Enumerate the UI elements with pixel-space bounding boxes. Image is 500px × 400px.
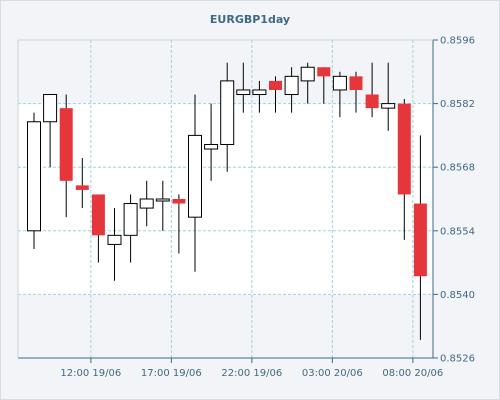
candle [123,194,138,263]
candle-body-up [220,80,235,145]
axes: 0.8596 0.8582 0.8568 0.8554 0.8540 0.8526 12:0… [17,36,475,379]
candle [188,94,202,272]
candles [27,62,427,340]
chart-title: EURGBP1day [210,13,290,26]
candle-body-down [317,67,331,77]
candle-body-up [123,203,138,236]
candle-body-up [188,134,202,218]
x-tick-label: 03:00 20/06 [302,368,363,379]
candle-body-down [413,203,427,277]
candle [236,62,251,113]
candle-body-down [349,76,363,90]
candle [172,194,186,254]
candle [349,71,363,113]
y-tick-label: 0.8554 [440,226,475,237]
candle [300,62,315,104]
x-tick-label: 12:00 19/06 [60,368,121,379]
candle [75,158,89,209]
candle-body-up [236,89,251,96]
candle [252,80,267,113]
candle-body-down [59,108,73,181]
candle [332,71,347,118]
candle [365,62,379,118]
candle-body-up [155,198,170,202]
candle-body-up [107,234,122,245]
y-tick-label: 0.8540 [440,290,475,301]
x-tick-label: 22:00 19/06 [221,368,282,379]
y-tick-label: 0.8582 [440,99,475,110]
candle-body-up [381,103,396,109]
candle-body-down [365,94,379,109]
candle [204,103,219,181]
candle [269,76,282,113]
candle [381,62,396,131]
candle [155,180,170,231]
candle-body-up [252,89,267,96]
candle [107,208,122,281]
x-tick-label: 17:00 19/06 [141,368,202,379]
candle-body-down [269,80,282,90]
candle-body-up [284,75,299,96]
candle [317,67,331,104]
candle-body-down [397,103,411,195]
candle [220,62,235,172]
candle [43,94,58,168]
candle [397,99,411,240]
candle [27,112,41,249]
candle-body-down [91,194,105,236]
candle-body-up [332,75,347,91]
candle-body-up [43,94,58,123]
candle-body-down [75,185,89,190]
candle-body-up [27,121,41,232]
candle [284,67,299,113]
candle-body-down [172,199,186,204]
y-tick-label: 0.8568 [440,163,475,174]
candle-body-up [204,143,219,150]
y-tick-label: 0.8526 [440,354,475,365]
candle [59,94,73,218]
candle [139,180,154,227]
x-tick-label: 08:00 20/06 [382,368,443,379]
candle-body-up [139,198,154,209]
y-tick-label: 0.8596 [440,36,475,47]
candle [91,194,105,263]
candle [413,135,427,340]
candle-body-up [300,66,315,82]
